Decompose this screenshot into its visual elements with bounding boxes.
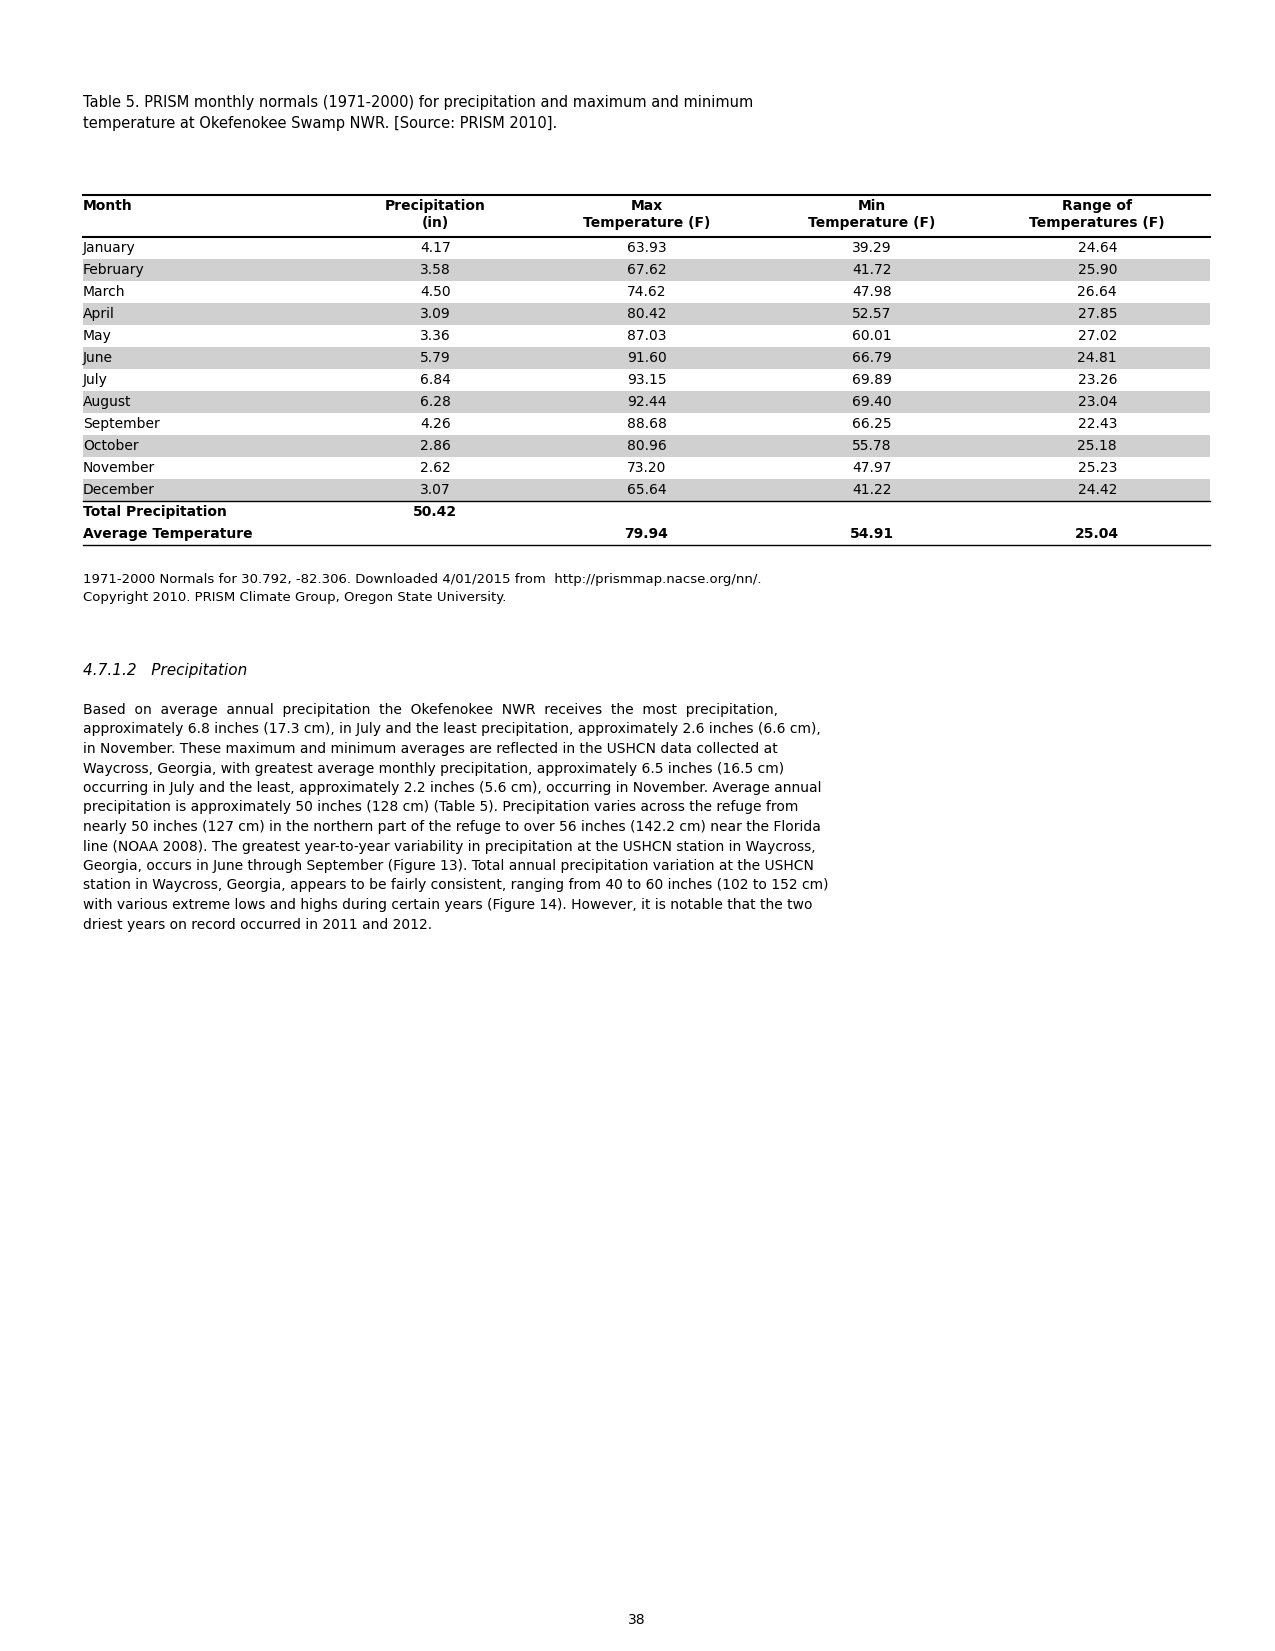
- Text: Table 5. PRISM monthly normals (1971-2000) for precipitation and maximum and min: Table 5. PRISM monthly normals (1971-200…: [83, 96, 754, 130]
- Text: October: October: [83, 439, 139, 452]
- Text: 47.98: 47.98: [852, 286, 891, 299]
- Text: January: January: [83, 241, 135, 254]
- Text: 6.84: 6.84: [419, 373, 450, 386]
- Bar: [83, 347, 1210, 370]
- Text: 54.91: 54.91: [850, 527, 894, 542]
- Text: 3.36: 3.36: [419, 329, 450, 343]
- Text: 65.64: 65.64: [627, 484, 667, 497]
- Text: Precipitation
(in): Precipitation (in): [385, 200, 486, 229]
- Text: July: July: [83, 373, 108, 386]
- Text: Month: Month: [83, 200, 133, 213]
- Text: 3.58: 3.58: [419, 263, 450, 277]
- Text: 23.26: 23.26: [1077, 373, 1117, 386]
- Text: 80.42: 80.42: [627, 307, 667, 320]
- Text: 55.78: 55.78: [852, 439, 891, 452]
- Text: 66.25: 66.25: [852, 418, 891, 431]
- Text: 27.85: 27.85: [1077, 307, 1117, 320]
- Text: 69.89: 69.89: [852, 373, 891, 386]
- Bar: [83, 304, 1210, 325]
- Bar: [83, 259, 1210, 281]
- Text: 66.79: 66.79: [852, 352, 891, 365]
- Text: August: August: [83, 395, 131, 409]
- Text: September: September: [83, 418, 159, 431]
- Text: 87.03: 87.03: [627, 329, 667, 343]
- Text: 23.04: 23.04: [1077, 395, 1117, 409]
- Bar: [83, 391, 1210, 413]
- Text: 47.97: 47.97: [852, 461, 891, 475]
- Text: 3.09: 3.09: [419, 307, 450, 320]
- Text: Average Temperature: Average Temperature: [83, 527, 252, 542]
- Text: 60.01: 60.01: [852, 329, 891, 343]
- Text: 5.79: 5.79: [419, 352, 450, 365]
- Text: 24.42: 24.42: [1077, 484, 1117, 497]
- Text: November: November: [83, 461, 156, 475]
- Text: 41.22: 41.22: [852, 484, 891, 497]
- Text: February: February: [83, 263, 145, 277]
- Text: 67.62: 67.62: [627, 263, 667, 277]
- Text: 27.02: 27.02: [1077, 329, 1117, 343]
- Text: 74.62: 74.62: [627, 286, 667, 299]
- Text: 25.90: 25.90: [1077, 263, 1117, 277]
- Bar: [83, 479, 1210, 500]
- Text: 93.15: 93.15: [627, 373, 667, 386]
- Text: 6.28: 6.28: [419, 395, 450, 409]
- Text: 50.42: 50.42: [413, 505, 458, 518]
- Text: 92.44: 92.44: [627, 395, 667, 409]
- Text: June: June: [83, 352, 113, 365]
- Text: 63.93: 63.93: [627, 241, 667, 254]
- Text: 26.64: 26.64: [1077, 286, 1117, 299]
- Text: 2.62: 2.62: [419, 461, 450, 475]
- Text: 24.64: 24.64: [1077, 241, 1117, 254]
- Text: December: December: [83, 484, 156, 497]
- Text: 69.40: 69.40: [852, 395, 891, 409]
- Text: Total Precipitation: Total Precipitation: [83, 505, 227, 518]
- Text: 80.96: 80.96: [626, 439, 667, 452]
- Text: Max
Temperature (F): Max Temperature (F): [583, 200, 710, 229]
- Text: 73.20: 73.20: [627, 461, 667, 475]
- Text: 91.60: 91.60: [626, 352, 667, 365]
- Text: May: May: [83, 329, 112, 343]
- Text: 79.94: 79.94: [625, 527, 668, 542]
- Text: 41.72: 41.72: [852, 263, 891, 277]
- Text: 1971-2000 Normals for 30.792, -82.306. Downloaded 4/01/2015 from  http://prismma: 1971-2000 Normals for 30.792, -82.306. D…: [83, 573, 761, 604]
- Text: Based  on  average  annual  precipitation  the  Okefenokee  NWR  receives  the  : Based on average annual precipitation th…: [83, 703, 829, 931]
- Text: 4.17: 4.17: [419, 241, 450, 254]
- Text: March: March: [83, 286, 125, 299]
- Text: 38: 38: [629, 1613, 646, 1626]
- Text: 22.43: 22.43: [1077, 418, 1117, 431]
- Text: 4.26: 4.26: [419, 418, 450, 431]
- Text: April: April: [83, 307, 115, 320]
- Text: 25.23: 25.23: [1077, 461, 1117, 475]
- Text: 4.7.1.2   Precipitation: 4.7.1.2 Precipitation: [83, 664, 247, 679]
- Text: 52.57: 52.57: [852, 307, 891, 320]
- Text: 25.18: 25.18: [1077, 439, 1117, 452]
- Text: Min
Temperature (F): Min Temperature (F): [808, 200, 936, 229]
- Bar: [83, 434, 1210, 457]
- Text: 39.29: 39.29: [852, 241, 891, 254]
- Text: 4.50: 4.50: [419, 286, 450, 299]
- Text: 24.81: 24.81: [1077, 352, 1117, 365]
- Text: 88.68: 88.68: [626, 418, 667, 431]
- Text: Range of
Temperatures (F): Range of Temperatures (F): [1029, 200, 1165, 229]
- Text: 2.86: 2.86: [419, 439, 450, 452]
- Text: 3.07: 3.07: [419, 484, 450, 497]
- Text: 25.04: 25.04: [1075, 527, 1119, 542]
